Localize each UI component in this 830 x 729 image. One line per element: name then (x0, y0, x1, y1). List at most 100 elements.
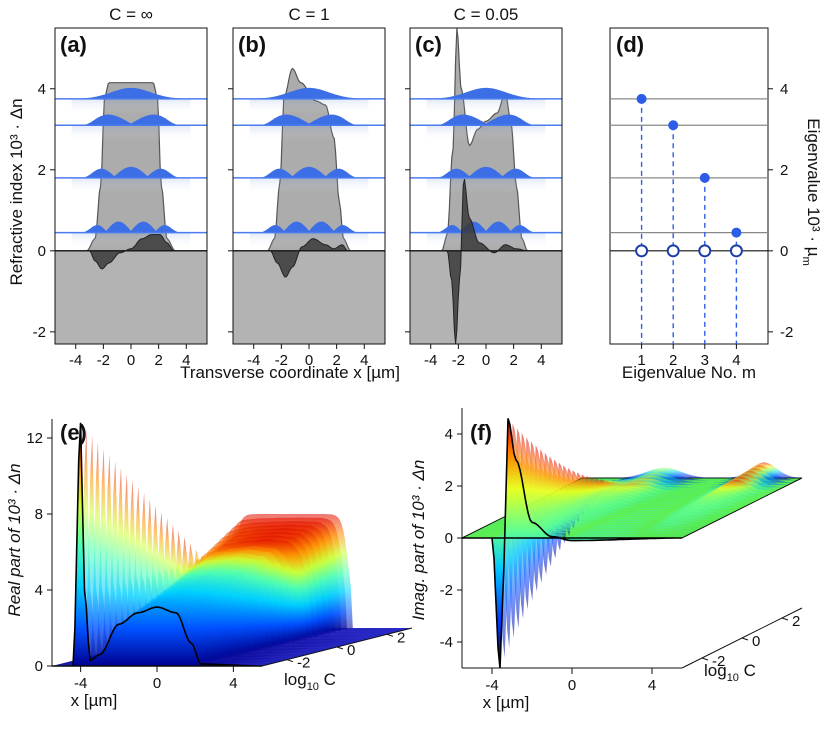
imag-eigenvalue-point (698, 244, 712, 258)
x-axis-title: x [µm] (483, 693, 530, 712)
x-tick-label: 2 (154, 352, 162, 369)
y-axis-title-sub: m (800, 257, 812, 266)
y-axis-title-main: Eigenvalue 10³ · µ (804, 118, 823, 257)
logC-title-main: log (284, 670, 307, 689)
panel-e: 0 4 8 12 -4 0 4 -2 0 2 (e) x [µm] log10 C Real part o… (5, 419, 413, 710)
z-tick-label: 0 (35, 658, 43, 675)
z-tick-label: 8 (35, 506, 43, 523)
panel-d: 1 2 3 4 -2 0 2 4 (d) Eigenvalue No. m Eigenvalue 1… (609, 27, 823, 382)
x-tick-label: 1 (637, 352, 645, 369)
real-eigenvalue-point (668, 120, 679, 131)
z-axis-title: Imag. part of 10³ · Δn (409, 460, 428, 621)
logC-tick-label: 2 (792, 613, 800, 630)
x-tick-label: 0 (305, 352, 313, 369)
panel-label: (f) (470, 420, 492, 445)
x-tick-label: 4 (182, 352, 190, 369)
z-tick-label: 4 (35, 582, 43, 599)
mode-shape (426, 87, 546, 99)
real-eigenvalue-point (636, 93, 647, 104)
panel-title: C = ∞ (109, 5, 153, 24)
x-axis-title: Transverse coordinate x [µm] (180, 363, 400, 382)
logC-tick-label: 0 (752, 633, 760, 650)
logC-tick-label: -2 (712, 653, 725, 670)
imag-eigenvalue-point (635, 244, 649, 258)
mode-shape (71, 87, 191, 99)
z-tick-label: 12 (26, 430, 43, 447)
surface-slice (558, 477, 779, 499)
x-tick-label: -4 (424, 352, 437, 369)
mode-shadow (426, 87, 546, 115)
x-tick-label: -4 (69, 352, 82, 369)
mode-shape (426, 166, 546, 178)
x-tick-label: -2 (97, 352, 110, 369)
panel-f: -4 -2 0 2 4 -4 0 4 -2 0 2 (f) x [µm] log10 C Imag. par… (409, 408, 803, 712)
plot-frame (609, 27, 769, 345)
y-axis-title: Eigenvalue 10³ · µm (800, 118, 823, 266)
x-axis-title: x [µm] (71, 691, 118, 710)
logC-tick-label: 0 (347, 642, 355, 659)
imag-eigenvalue-point (666, 244, 680, 258)
x-tick-label: -2 (452, 352, 465, 369)
x-tick-label: 3 (701, 352, 709, 369)
y-tick-label: 2 (780, 162, 788, 179)
logC-tick (781, 617, 789, 621)
mode-shadow (71, 87, 191, 115)
x-tick-label: -4 (247, 352, 260, 369)
y-tick-label: 0 (780, 243, 788, 260)
x-tick-label: 4 (648, 677, 656, 694)
logC-title-sub: 10 (307, 681, 319, 693)
panel-label: (b) (238, 32, 266, 57)
bottom-row: 0 4 8 12 -4 0 4 -2 0 2 (e) x [µm] log10 C Real part o… (5, 408, 803, 712)
y-tick-label: 2 (38, 162, 46, 179)
panel-label: (d) (616, 32, 644, 57)
panel-label: (e) (60, 420, 87, 445)
mode-shape (249, 87, 369, 99)
z-tick-label: -4 (440, 634, 453, 651)
negative-region (233, 250, 385, 344)
mode-shape (71, 166, 191, 178)
y-axis-title: Refractive index 10³ · Δn (7, 98, 26, 285)
negative-region (55, 250, 207, 344)
panel-label: (c) (415, 32, 442, 57)
x-axis-title: Eigenvalue No. m (622, 363, 756, 382)
x-tick-label: -4 (74, 675, 87, 692)
x-tick-label: 0 (127, 352, 135, 369)
panel-label: (a) (60, 32, 87, 57)
top-row: -4 -2 0 2 4 -2 0 2 4 C = ∞ (a) -4 -2 0 2 4 C = 1 (b) -4 -2 0… (33, 5, 823, 382)
logC-title-main: log (704, 661, 727, 680)
x-tick-label: -4 (485, 677, 498, 694)
x-tick-label: 2 (509, 352, 517, 369)
panel-title: C = 0.05 (454, 5, 519, 24)
real-eigenvalue-point (699, 172, 710, 183)
x-tick-label: 0 (482, 352, 490, 369)
logC-tick (741, 637, 749, 641)
mode-shape (249, 114, 369, 126)
x-tick-label: 4 (732, 352, 740, 369)
real-eigenvalue-point (731, 227, 742, 238)
x-tick-label: 0 (153, 675, 161, 692)
panel-c: -4 -2 0 2 4 C = 0.05 (c) (405, 5, 563, 369)
x-tick-label: 4 (360, 352, 368, 369)
logC-tick-label: 2 (397, 629, 405, 646)
x-tick-label: 2 (669, 352, 677, 369)
x-tick-label: -2 (275, 352, 288, 369)
z-tick-label: -2 (440, 582, 453, 599)
x-tick-label: 4 (537, 352, 545, 369)
negative-region (410, 250, 562, 344)
z-tick-label: 4 (445, 426, 453, 443)
y-tick-label: -2 (780, 324, 793, 341)
front-profile-curve (462, 418, 682, 669)
z-axis-title: Real part of 10³ · Δn (5, 463, 24, 616)
logC-title-sub: 10 (727, 672, 739, 684)
panel-a: -4 -2 0 2 4 -2 0 2 4 C = ∞ (a) (33, 5, 208, 369)
y-tick-label: -2 (33, 324, 46, 341)
panel-b: -4 -2 0 2 4 C = 1 (b) (228, 5, 386, 369)
logC-tick (386, 633, 394, 637)
y-tick-label: 0 (38, 243, 46, 260)
logC-axis-title: log10 C (704, 661, 756, 684)
logC-tick-label: -2 (297, 655, 310, 672)
mode-shadow (249, 87, 369, 115)
mode-shape (426, 221, 546, 233)
